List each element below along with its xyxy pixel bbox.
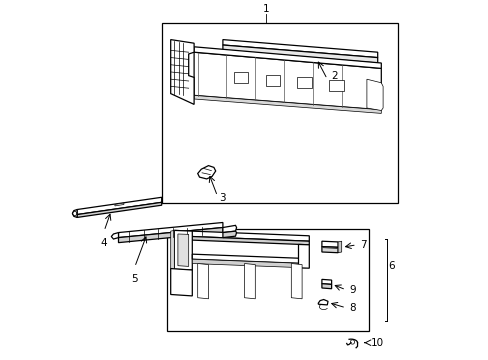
- Polygon shape: [197, 264, 208, 299]
- Polygon shape: [321, 247, 337, 253]
- Polygon shape: [223, 225, 236, 233]
- Polygon shape: [328, 80, 343, 91]
- Bar: [167, 229, 368, 331]
- Polygon shape: [291, 264, 302, 299]
- Polygon shape: [244, 264, 255, 299]
- Polygon shape: [72, 210, 77, 217]
- Polygon shape: [233, 72, 247, 83]
- Polygon shape: [297, 77, 311, 88]
- Polygon shape: [197, 166, 215, 179]
- Polygon shape: [192, 254, 305, 264]
- Text: 4: 4: [101, 238, 107, 248]
- Polygon shape: [170, 230, 174, 270]
- Polygon shape: [265, 75, 279, 86]
- Polygon shape: [223, 45, 377, 63]
- Polygon shape: [77, 197, 162, 215]
- Polygon shape: [174, 230, 309, 241]
- Polygon shape: [223, 40, 377, 58]
- Polygon shape: [174, 236, 309, 245]
- Text: 7: 7: [359, 240, 366, 250]
- Polygon shape: [194, 52, 381, 110]
- Polygon shape: [118, 228, 223, 243]
- Text: 6: 6: [387, 261, 394, 271]
- Polygon shape: [192, 259, 305, 268]
- Text: 5: 5: [131, 274, 138, 284]
- Polygon shape: [223, 231, 236, 238]
- Polygon shape: [194, 95, 381, 113]
- Polygon shape: [321, 241, 337, 247]
- Polygon shape: [115, 203, 123, 206]
- Bar: [162, 23, 397, 203]
- Polygon shape: [298, 244, 309, 268]
- Polygon shape: [170, 40, 194, 104]
- Polygon shape: [321, 279, 331, 284]
- Text: 1: 1: [262, 4, 269, 14]
- Polygon shape: [178, 234, 188, 266]
- Polygon shape: [77, 202, 162, 217]
- Polygon shape: [170, 269, 192, 296]
- Polygon shape: [337, 241, 341, 253]
- Polygon shape: [174, 230, 192, 270]
- Text: 10: 10: [370, 338, 383, 348]
- Polygon shape: [194, 47, 381, 68]
- Text: 3: 3: [219, 193, 225, 203]
- Polygon shape: [223, 50, 377, 65]
- Text: 9: 9: [348, 285, 355, 295]
- Polygon shape: [366, 79, 382, 111]
- Polygon shape: [118, 222, 223, 238]
- Polygon shape: [321, 284, 331, 289]
- Polygon shape: [318, 300, 327, 305]
- Text: 2: 2: [330, 71, 337, 81]
- Polygon shape: [111, 233, 118, 239]
- Text: 8: 8: [348, 303, 355, 313]
